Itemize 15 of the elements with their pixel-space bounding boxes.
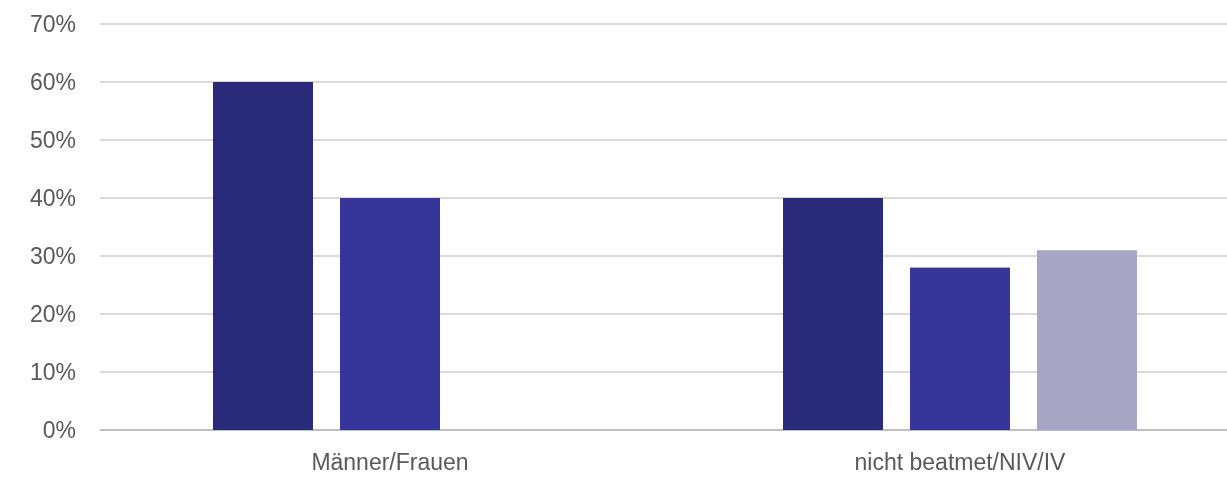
y-tick-label: 30% [29,243,76,270]
y-tick-label: 70% [29,11,76,38]
y-tick-label: 10% [29,359,76,386]
bar [213,82,313,430]
y-tick-label: 40% [29,185,76,212]
bar [783,198,883,430]
y-tick-label: 20% [29,301,76,328]
x-tick-label: Männer/Frauen [311,449,469,475]
bar [910,267,1010,430]
x-tick-label: nicht beatmet/NIV/IV [854,449,1067,475]
y-tick-label: 60% [29,69,76,96]
y-tick-label: 0% [42,417,76,444]
y-tick-label: 50% [29,127,76,154]
bar [1037,250,1137,430]
bar [340,198,440,430]
